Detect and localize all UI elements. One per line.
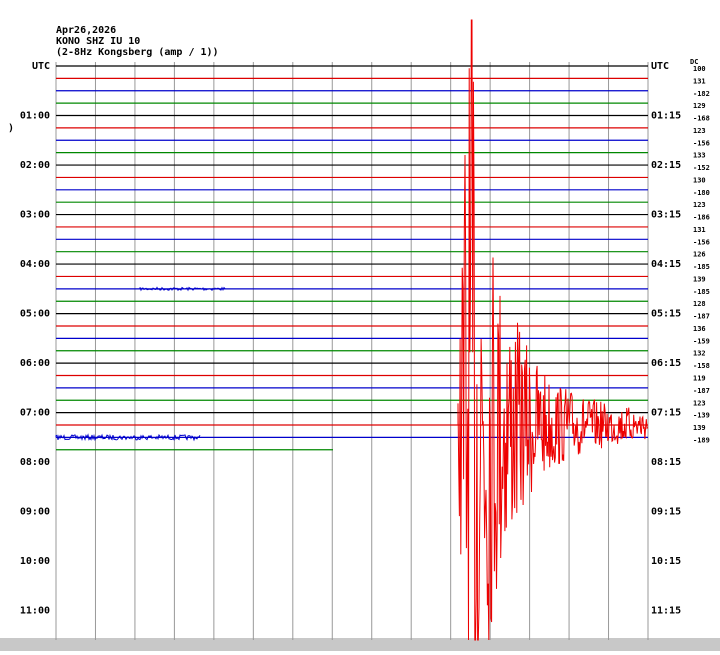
offset-label: -180 bbox=[693, 189, 710, 197]
right-time-label: 05:15 bbox=[651, 309, 681, 320]
left-time-label: 05:00 bbox=[20, 309, 50, 320]
left-time-label: 08:00 bbox=[20, 457, 50, 468]
right-time-label: 06:15 bbox=[651, 358, 681, 369]
bottom-bar bbox=[0, 638, 720, 651]
left-time-label: 10:00 bbox=[20, 556, 50, 567]
right-time-label: UTC bbox=[651, 61, 669, 72]
left-time-label: 02:00 bbox=[20, 160, 50, 171]
right-time-label: 01:15 bbox=[651, 111, 681, 122]
offset-label: -185 bbox=[693, 263, 710, 271]
offset-label: -156 bbox=[693, 238, 710, 246]
offset-label: -168 bbox=[693, 115, 710, 123]
offset-label: 123 bbox=[693, 127, 706, 135]
trace-noise bbox=[55, 433, 201, 442]
left-time-label: 07:00 bbox=[20, 408, 50, 419]
right-time-label: 02:15 bbox=[651, 160, 681, 171]
offset-label: 100 bbox=[693, 65, 706, 73]
left-time-label: 06:00 bbox=[20, 358, 50, 369]
offset-label: -186 bbox=[693, 214, 710, 222]
offset-label: 130 bbox=[693, 176, 706, 184]
header-line: (2-8Hz Kongsberg (amp / 1)) bbox=[56, 47, 219, 58]
left-time-label: 03:00 bbox=[20, 210, 50, 221]
offset-label: -159 bbox=[693, 337, 710, 345]
right-time-label: 09:15 bbox=[651, 507, 681, 518]
right-time-label: 03:15 bbox=[651, 210, 681, 221]
header-line: Apr26,2026 bbox=[56, 25, 116, 36]
left-time-label: 01:00 bbox=[20, 111, 50, 122]
left-time-label: 11:00 bbox=[20, 606, 50, 617]
left-time-label: 09:00 bbox=[20, 507, 50, 518]
left-time-label: UTC bbox=[32, 61, 50, 72]
left-time-label: 04:00 bbox=[20, 259, 50, 270]
trace-noise bbox=[139, 286, 226, 292]
offset-label: 133 bbox=[693, 152, 706, 160]
offset-label: -189 bbox=[693, 436, 710, 444]
offset-label: 131 bbox=[693, 77, 706, 85]
offset-label: -182 bbox=[693, 90, 710, 98]
offset-label: -185 bbox=[693, 288, 710, 296]
offset-label: -158 bbox=[693, 362, 710, 370]
right-time-label: 08:15 bbox=[651, 457, 681, 468]
offset-label: -156 bbox=[693, 139, 710, 147]
offset-label: 129 bbox=[693, 102, 706, 110]
offset-label: -139 bbox=[693, 412, 710, 420]
offset-label: -187 bbox=[693, 313, 710, 321]
offset-label: 131 bbox=[693, 226, 706, 234]
earthquake-trace bbox=[457, 19, 649, 641]
right-time-label: 10:15 bbox=[651, 556, 681, 567]
offset-label: 126 bbox=[693, 251, 706, 259]
offset-label: 123 bbox=[693, 399, 706, 407]
right-time-label: 04:15 bbox=[651, 259, 681, 270]
offset-label: 119 bbox=[693, 375, 706, 383]
offset-label: 132 bbox=[693, 350, 706, 358]
offset-label: 139 bbox=[693, 424, 706, 432]
offset-label: 136 bbox=[693, 325, 706, 333]
edge-marker: ) bbox=[8, 123, 14, 134]
offset-label: -152 bbox=[693, 164, 710, 172]
offset-title: DC bbox=[690, 58, 698, 66]
offset-label: 123 bbox=[693, 201, 706, 209]
offset-label: 139 bbox=[693, 275, 706, 283]
offset-label: 128 bbox=[693, 300, 706, 308]
right-time-label: 07:15 bbox=[651, 408, 681, 419]
right-time-label: 11:15 bbox=[651, 606, 681, 617]
header-line: KONO SHZ IU 10 bbox=[56, 36, 140, 47]
offset-label: -187 bbox=[693, 387, 710, 395]
